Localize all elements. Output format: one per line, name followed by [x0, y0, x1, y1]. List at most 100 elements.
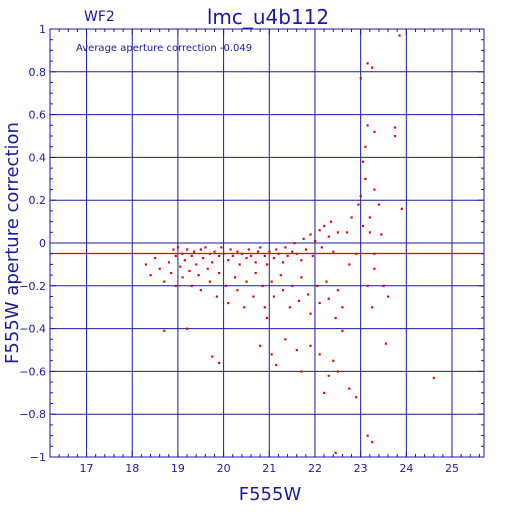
data-point	[281, 261, 285, 264]
data-point	[215, 295, 218, 298]
data-point	[174, 284, 177, 287]
data-point	[366, 124, 369, 127]
data-point	[236, 289, 239, 292]
data-point	[313, 239, 317, 243]
data-point	[227, 301, 230, 305]
data-point	[361, 160, 365, 163]
data-point	[316, 284, 319, 287]
data-points-layer	[144, 34, 435, 454]
data-point	[163, 280, 166, 283]
data-point	[393, 126, 397, 129]
y-tick-label: −0.6	[19, 365, 46, 378]
data-point	[229, 248, 232, 251]
data-point	[366, 434, 369, 437]
data-point	[277, 252, 280, 255]
data-point	[327, 235, 330, 238]
y-tick-label: −0.2	[19, 280, 46, 293]
data-point	[327, 297, 330, 300]
data-point	[190, 254, 193, 258]
data-point	[172, 248, 175, 251]
data-point	[373, 130, 376, 133]
chart-title: lmc_u4b112	[207, 5, 329, 29]
data-point	[263, 254, 266, 258]
data-point	[382, 284, 385, 287]
data-point	[275, 248, 278, 251]
data-point	[279, 274, 282, 277]
data-point	[218, 271, 221, 275]
data-point	[291, 250, 294, 253]
data-point	[350, 216, 353, 219]
data-point	[373, 188, 376, 191]
data-point	[393, 135, 397, 138]
x-tick-label: 21	[262, 462, 276, 475]
x-tick-label: 24	[399, 462, 413, 475]
data-point	[245, 280, 248, 283]
data-point	[144, 263, 148, 266]
data-point	[334, 451, 337, 454]
data-point	[195, 263, 198, 266]
data-point	[256, 250, 260, 253]
data-point	[398, 34, 401, 37]
x-tick-label: 19	[171, 462, 185, 475]
data-point	[336, 231, 340, 234]
data-point	[245, 256, 248, 260]
y-tick-label: −0.8	[19, 408, 46, 421]
data-point	[332, 359, 335, 362]
data-point	[291, 284, 294, 287]
data-point	[329, 220, 333, 223]
data-point	[334, 316, 337, 320]
data-point	[432, 376, 435, 380]
y-tick-label: 0.8	[29, 66, 47, 79]
data-point	[247, 248, 250, 251]
data-point	[183, 259, 186, 262]
data-point	[309, 233, 312, 236]
data-point	[297, 299, 301, 302]
data-point	[208, 252, 212, 255]
x-tick-label: 22	[308, 462, 322, 475]
data-point	[380, 233, 383, 236]
data-point	[270, 353, 273, 356]
data-point	[192, 250, 196, 253]
data-point	[254, 261, 257, 264]
data-point	[355, 252, 358, 255]
data-point	[266, 316, 269, 320]
data-point	[211, 261, 214, 264]
data-point	[318, 229, 321, 232]
data-point	[307, 293, 310, 296]
data-point	[318, 301, 321, 305]
data-point	[348, 387, 351, 390]
data-point	[384, 342, 387, 345]
data-point	[366, 284, 369, 287]
data-point	[325, 280, 328, 283]
data-point	[345, 231, 349, 234]
y-tick-label: 0.6	[29, 109, 47, 122]
data-point	[295, 349, 298, 352]
data-point	[268, 250, 271, 253]
data-point	[234, 276, 237, 279]
data-point	[371, 66, 374, 69]
data-point	[197, 274, 200, 277]
x-tick-label: 25	[445, 462, 459, 475]
data-point	[167, 261, 170, 264]
data-point	[371, 441, 374, 444]
y-tick-label: −1	[30, 451, 46, 464]
x-tick-label: 23	[354, 462, 368, 475]
axes-layer	[49, 28, 485, 458]
data-point	[208, 280, 212, 283]
data-point	[281, 289, 285, 292]
data-point	[309, 344, 312, 347]
data-point	[266, 263, 269, 266]
data-point	[254, 271, 257, 275]
data-point	[211, 355, 214, 358]
data-point	[238, 263, 241, 266]
data-point	[400, 207, 403, 210]
data-point	[311, 254, 314, 258]
data-point	[318, 353, 321, 356]
data-point	[387, 295, 390, 298]
data-point	[361, 224, 365, 228]
data-point	[286, 254, 289, 258]
data-point	[181, 252, 184, 255]
data-point	[302, 237, 305, 240]
data-point	[250, 254, 253, 258]
